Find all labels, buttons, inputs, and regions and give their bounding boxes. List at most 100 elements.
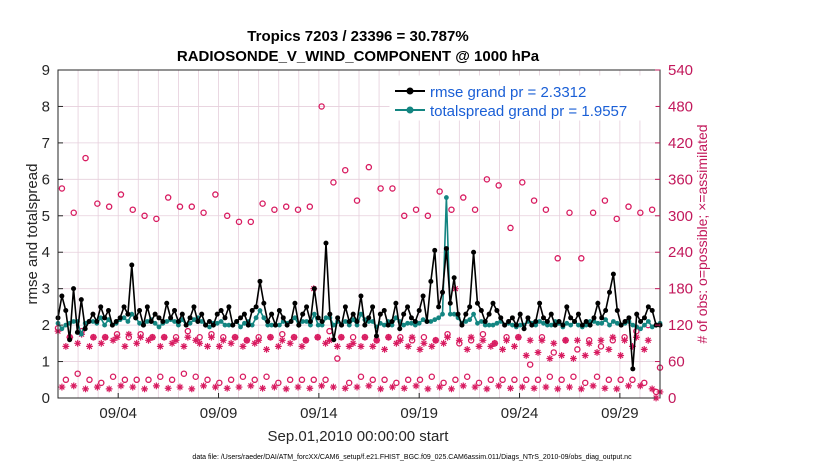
assimilated-obs-point <box>471 383 479 391</box>
spread-point <box>304 319 309 324</box>
assimilated-obs-point <box>479 336 487 344</box>
assimilated-obs-point <box>97 339 105 347</box>
rmse-point <box>63 308 69 314</box>
rmse-point <box>626 315 632 321</box>
rmse-point <box>82 326 88 332</box>
spread-point <box>164 319 170 324</box>
possible-obs-point <box>330 179 337 186</box>
possible-obs-point <box>326 327 333 335</box>
rmse-point <box>474 300 480 306</box>
rmse-point <box>544 318 550 324</box>
rmse-point <box>560 322 566 328</box>
assimilated-obs-point <box>113 333 121 341</box>
spread-point <box>358 311 364 317</box>
assimilated-obs-point <box>274 342 282 350</box>
assimilated-obs-point <box>298 342 306 350</box>
spread-point <box>405 320 410 326</box>
possible-obs-point <box>310 376 318 384</box>
possible-obs-point <box>212 191 219 198</box>
rmse-point <box>261 300 267 306</box>
y-right-tick-label: 300 <box>668 208 693 225</box>
rmse-point <box>385 322 391 328</box>
possible-obs-point <box>546 373 554 380</box>
rmse-point <box>105 308 111 314</box>
assimilated-obs-point <box>251 339 259 347</box>
rmse-point <box>478 308 484 314</box>
assimilated-obs-point <box>621 336 628 344</box>
possible-obs-point <box>404 376 412 384</box>
spread-point <box>218 319 224 324</box>
assimilated-obs-point <box>581 352 589 359</box>
rmse-point <box>156 315 162 321</box>
spread-point <box>191 317 197 323</box>
assimilated-obs-point <box>605 346 613 353</box>
spread-point <box>537 319 542 324</box>
y-right-tick-label: 420 <box>668 135 693 152</box>
y-right-tick-label: 0 <box>668 390 676 407</box>
possible-obs-point <box>357 373 365 380</box>
y-tick-label: 1 <box>42 354 50 371</box>
assimilated-obs-point <box>176 383 184 391</box>
assimilated-obs-point <box>396 336 404 344</box>
possible-obs-point <box>511 376 518 384</box>
possible-obs-point <box>389 185 396 192</box>
assimilated-obs-point <box>200 382 207 390</box>
rmse-point <box>529 322 535 328</box>
assimilated-obs-point <box>373 336 381 344</box>
assimilated-obs-point <box>70 382 78 390</box>
assimilated-obs-point <box>629 342 636 350</box>
possible-obs-point <box>239 373 247 380</box>
legend-rmse-label: rmse grand pr = 2.3312 <box>430 84 586 101</box>
rmse-point <box>447 300 453 306</box>
spread-point <box>98 315 104 321</box>
rmse-point <box>533 318 539 324</box>
rmse-point <box>556 318 562 324</box>
rmse-point <box>125 311 131 317</box>
rmse-point <box>587 322 593 328</box>
rmse-point <box>599 315 605 321</box>
spread-point <box>242 320 247 326</box>
rmse-point <box>160 318 166 324</box>
assimilated-obs-point <box>577 385 585 393</box>
rmse-point <box>67 337 73 343</box>
assimilated-obs-point <box>192 336 200 344</box>
rmse-point <box>583 318 589 324</box>
spread-point <box>451 311 457 317</box>
possible-obs-point <box>522 376 530 384</box>
rmse-point <box>175 318 181 324</box>
possible-obs-point <box>648 206 656 213</box>
y-tick-label: 7 <box>42 135 50 152</box>
possible-obs-point <box>334 355 341 362</box>
rmse-point <box>540 315 546 321</box>
assimilated-obs-point <box>223 384 231 392</box>
x-axis-ticks: 09/04 09/09 09/14 09/19 09/24 09/29 <box>99 393 639 422</box>
possible-obs-point <box>58 185 66 192</box>
possible-obs-point <box>416 376 424 384</box>
spread-point <box>412 322 418 328</box>
possible-obs-point <box>153 215 160 223</box>
possible-obs-point <box>192 373 199 380</box>
rmse-point <box>241 311 247 317</box>
possible-obs-point <box>452 376 459 384</box>
possible-obs-point <box>117 191 125 198</box>
rmse-point <box>280 315 286 321</box>
assimilated-obs-point <box>196 339 204 347</box>
rmse-point <box>94 318 100 324</box>
assimilated-obs-point <box>550 339 558 347</box>
spread-point <box>614 320 620 326</box>
rmse-point <box>230 322 236 328</box>
rmse-point <box>71 286 77 292</box>
assimilated-obs-point <box>558 352 566 359</box>
assimilated-obs-point <box>444 333 451 341</box>
assimilated-obs-point <box>263 346 270 353</box>
assimilated-obs-point <box>546 355 554 362</box>
possible-obs-point <box>298 376 306 384</box>
rmse-point <box>74 329 80 335</box>
assimilated-obs-point <box>141 385 148 393</box>
possible-obs-point <box>279 330 286 338</box>
rmse-point <box>393 300 399 306</box>
spread-point <box>564 320 570 326</box>
assimilated-obs-point <box>526 336 534 344</box>
rmse-point <box>187 315 193 321</box>
spread-point <box>642 322 647 328</box>
